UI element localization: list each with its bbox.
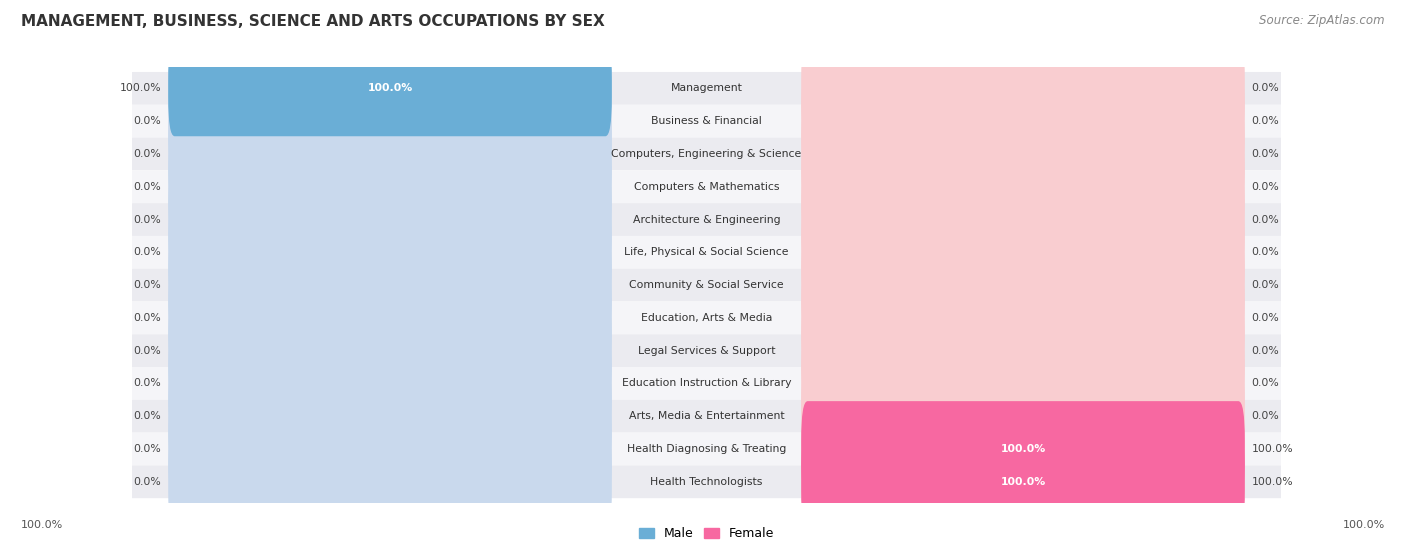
FancyBboxPatch shape bbox=[801, 236, 1244, 334]
FancyBboxPatch shape bbox=[132, 72, 1281, 105]
Text: MANAGEMENT, BUSINESS, SCIENCE AND ARTS OCCUPATIONS BY SEX: MANAGEMENT, BUSINESS, SCIENCE AND ARTS O… bbox=[21, 14, 605, 29]
FancyBboxPatch shape bbox=[801, 400, 1244, 498]
FancyBboxPatch shape bbox=[169, 72, 612, 170]
FancyBboxPatch shape bbox=[801, 203, 1244, 301]
FancyBboxPatch shape bbox=[801, 433, 1244, 531]
FancyBboxPatch shape bbox=[169, 138, 612, 236]
FancyBboxPatch shape bbox=[132, 433, 1281, 466]
Text: 0.0%: 0.0% bbox=[1251, 378, 1279, 389]
Text: 100.0%: 100.0% bbox=[1001, 444, 1046, 454]
FancyBboxPatch shape bbox=[169, 334, 612, 433]
Text: 100.0%: 100.0% bbox=[367, 83, 412, 93]
FancyBboxPatch shape bbox=[801, 367, 1244, 466]
Text: 100.0%: 100.0% bbox=[1001, 477, 1046, 487]
Text: 100.0%: 100.0% bbox=[1251, 444, 1294, 454]
FancyBboxPatch shape bbox=[169, 433, 612, 531]
Text: 0.0%: 0.0% bbox=[1251, 313, 1279, 323]
Legend: Male, Female: Male, Female bbox=[638, 528, 775, 541]
FancyBboxPatch shape bbox=[169, 40, 612, 136]
Text: Education, Arts & Media: Education, Arts & Media bbox=[641, 313, 772, 323]
Text: 0.0%: 0.0% bbox=[134, 116, 162, 126]
Text: 100.0%: 100.0% bbox=[1251, 477, 1294, 487]
FancyBboxPatch shape bbox=[801, 301, 1244, 400]
Text: 0.0%: 0.0% bbox=[1251, 345, 1279, 356]
Text: 0.0%: 0.0% bbox=[134, 149, 162, 159]
FancyBboxPatch shape bbox=[801, 72, 1244, 170]
FancyBboxPatch shape bbox=[169, 170, 612, 269]
Text: 0.0%: 0.0% bbox=[134, 345, 162, 356]
FancyBboxPatch shape bbox=[801, 434, 1244, 530]
FancyBboxPatch shape bbox=[132, 203, 1281, 236]
Text: Life, Physical & Social Science: Life, Physical & Social Science bbox=[624, 247, 789, 257]
FancyBboxPatch shape bbox=[132, 105, 1281, 138]
Text: 100.0%: 100.0% bbox=[21, 520, 63, 530]
FancyBboxPatch shape bbox=[801, 269, 1244, 367]
FancyBboxPatch shape bbox=[801, 170, 1244, 269]
FancyBboxPatch shape bbox=[169, 367, 612, 466]
Text: 0.0%: 0.0% bbox=[1251, 215, 1279, 225]
FancyBboxPatch shape bbox=[169, 203, 612, 301]
FancyBboxPatch shape bbox=[132, 170, 1281, 203]
FancyBboxPatch shape bbox=[132, 236, 1281, 269]
Text: Health Technologists: Health Technologists bbox=[651, 477, 762, 487]
Text: 0.0%: 0.0% bbox=[134, 313, 162, 323]
Text: 100.0%: 100.0% bbox=[120, 83, 162, 93]
FancyBboxPatch shape bbox=[801, 39, 1244, 138]
FancyBboxPatch shape bbox=[169, 39, 612, 138]
Text: Architecture & Engineering: Architecture & Engineering bbox=[633, 215, 780, 225]
Text: 0.0%: 0.0% bbox=[134, 182, 162, 192]
Text: Education Instruction & Library: Education Instruction & Library bbox=[621, 378, 792, 389]
Text: 0.0%: 0.0% bbox=[1251, 83, 1279, 93]
Text: 0.0%: 0.0% bbox=[134, 215, 162, 225]
Text: Computers & Mathematics: Computers & Mathematics bbox=[634, 182, 779, 192]
Text: 0.0%: 0.0% bbox=[1251, 182, 1279, 192]
FancyBboxPatch shape bbox=[132, 301, 1281, 334]
FancyBboxPatch shape bbox=[132, 138, 1281, 170]
Text: Business & Financial: Business & Financial bbox=[651, 116, 762, 126]
FancyBboxPatch shape bbox=[801, 105, 1244, 203]
Text: 0.0%: 0.0% bbox=[134, 411, 162, 421]
Text: 0.0%: 0.0% bbox=[134, 477, 162, 487]
Text: Health Diagnosing & Treating: Health Diagnosing & Treating bbox=[627, 444, 786, 454]
Text: 0.0%: 0.0% bbox=[134, 444, 162, 454]
FancyBboxPatch shape bbox=[169, 236, 612, 334]
Text: Computers, Engineering & Science: Computers, Engineering & Science bbox=[612, 149, 801, 159]
Text: 0.0%: 0.0% bbox=[134, 280, 162, 290]
Text: 0.0%: 0.0% bbox=[1251, 149, 1279, 159]
Text: Legal Services & Support: Legal Services & Support bbox=[638, 345, 775, 356]
FancyBboxPatch shape bbox=[801, 138, 1244, 236]
FancyBboxPatch shape bbox=[169, 400, 612, 498]
FancyBboxPatch shape bbox=[132, 367, 1281, 400]
FancyBboxPatch shape bbox=[132, 269, 1281, 301]
FancyBboxPatch shape bbox=[801, 401, 1244, 497]
FancyBboxPatch shape bbox=[169, 269, 612, 367]
Text: 0.0%: 0.0% bbox=[1251, 411, 1279, 421]
FancyBboxPatch shape bbox=[132, 400, 1281, 433]
FancyBboxPatch shape bbox=[169, 105, 612, 203]
FancyBboxPatch shape bbox=[169, 301, 612, 400]
Text: 0.0%: 0.0% bbox=[134, 378, 162, 389]
FancyBboxPatch shape bbox=[132, 334, 1281, 367]
Text: 0.0%: 0.0% bbox=[134, 247, 162, 257]
FancyBboxPatch shape bbox=[132, 466, 1281, 498]
Text: 100.0%: 100.0% bbox=[1343, 520, 1385, 530]
Text: Community & Social Service: Community & Social Service bbox=[630, 280, 783, 290]
Text: Arts, Media & Entertainment: Arts, Media & Entertainment bbox=[628, 411, 785, 421]
Text: Source: ZipAtlas.com: Source: ZipAtlas.com bbox=[1260, 14, 1385, 27]
Text: 0.0%: 0.0% bbox=[1251, 116, 1279, 126]
FancyBboxPatch shape bbox=[801, 334, 1244, 433]
Text: 0.0%: 0.0% bbox=[1251, 247, 1279, 257]
Text: 0.0%: 0.0% bbox=[1251, 280, 1279, 290]
Text: Management: Management bbox=[671, 83, 742, 93]
